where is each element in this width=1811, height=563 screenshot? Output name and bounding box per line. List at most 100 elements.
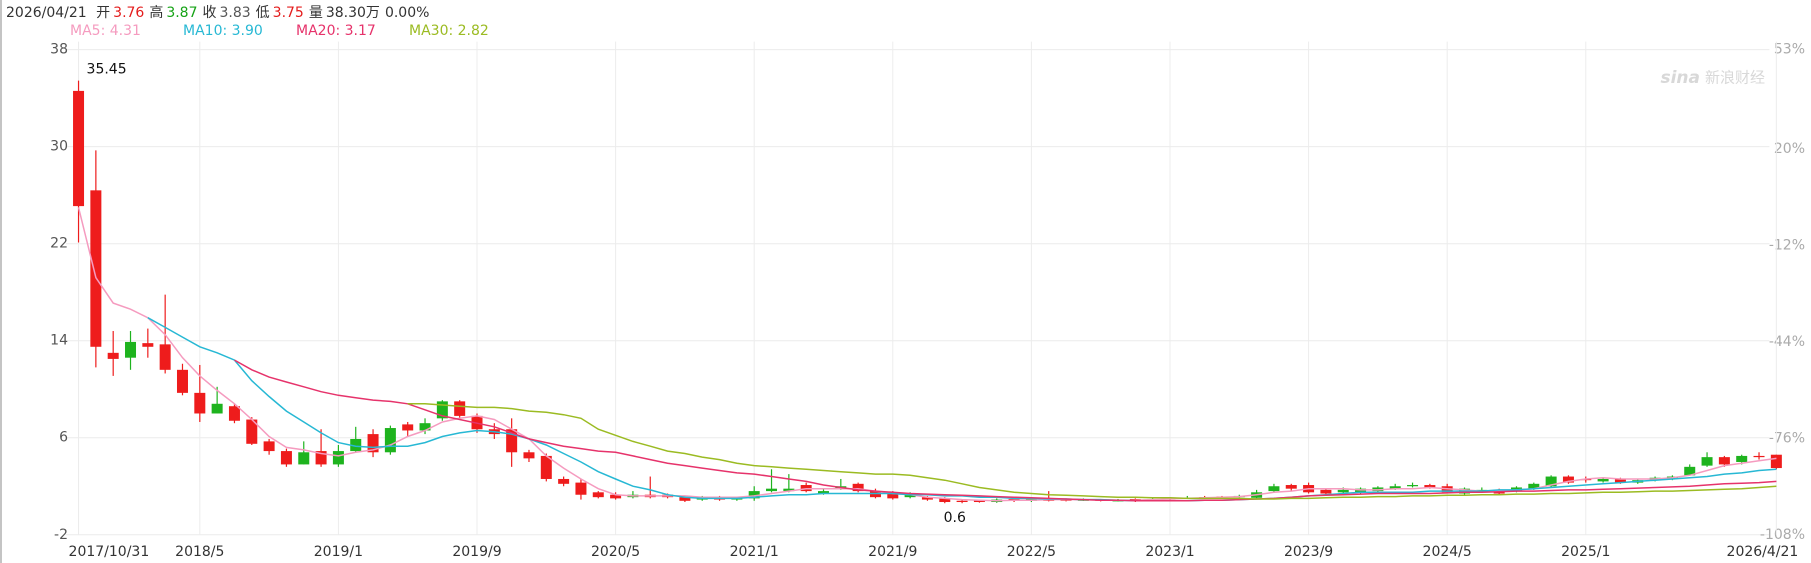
x-tick-label: 2023/9 xyxy=(1284,544,1333,560)
candle-body xyxy=(350,438,362,452)
x-tick-label: 2024/5 xyxy=(1423,544,1472,560)
candle-body xyxy=(783,488,795,492)
quote-value: 3.87 xyxy=(166,5,198,21)
candle-body xyxy=(1718,457,1730,465)
candle-body xyxy=(280,451,292,465)
x-tick-label: 2017/10/31 xyxy=(69,544,150,560)
quote-label: 高 xyxy=(149,5,164,21)
quote-date: 2026/04/21 xyxy=(6,5,87,21)
y2-tick-label: 53% xyxy=(1774,42,1805,58)
candle-body xyxy=(1684,466,1696,476)
candle-body xyxy=(228,406,240,421)
candle-body xyxy=(939,498,951,503)
candle-body xyxy=(1337,489,1349,493)
x-tick-label: 2026/4/21 xyxy=(1727,544,1799,560)
quote-value: 3.75 xyxy=(272,5,304,21)
max-label: 35.45 xyxy=(87,62,127,78)
candle-body xyxy=(1528,483,1540,489)
candle-body xyxy=(263,441,275,452)
ma-line xyxy=(407,403,1777,500)
candle-body xyxy=(419,423,431,431)
quote-change: 0.00% xyxy=(384,5,430,21)
candle-body xyxy=(921,497,933,500)
y-tick-label: 22 xyxy=(50,236,68,252)
candle-body xyxy=(367,434,379,453)
candle-body xyxy=(1407,485,1419,487)
candle-body xyxy=(1562,476,1574,483)
y-tick-label: -2 xyxy=(54,527,68,543)
x-tick-label: 2021/1 xyxy=(730,544,779,560)
candle-body xyxy=(956,500,968,503)
x-tick-label: 2019/1 xyxy=(314,544,363,560)
x-tick-label: 2019/9 xyxy=(452,544,501,560)
y-tick-label: 38 xyxy=(50,42,68,58)
candle-body xyxy=(73,90,85,207)
x-tick-label: 2020/5 xyxy=(591,544,640,560)
candle-body xyxy=(575,482,587,495)
x-tick-label: 2025/1 xyxy=(1561,544,1610,560)
candle-body xyxy=(748,491,760,499)
ma-line xyxy=(234,359,1777,502)
candle-body xyxy=(194,392,206,414)
legend-entry: MA10: 3.90 xyxy=(183,23,263,39)
ma-line xyxy=(147,317,1777,502)
candle-body xyxy=(1545,476,1557,487)
candle-body xyxy=(610,494,622,499)
candle-body xyxy=(506,429,518,453)
candle-body xyxy=(107,352,119,359)
y2-tick-label: -44% xyxy=(1769,334,1805,350)
candle-body xyxy=(246,419,258,444)
candle-body xyxy=(904,494,916,498)
candle-body xyxy=(1701,457,1713,466)
legend-entry: MA30: 2.82 xyxy=(409,23,489,39)
candle-body xyxy=(852,483,864,492)
y-tick-label: 30 xyxy=(50,139,68,155)
quote-value: 3.83 xyxy=(219,5,251,21)
candle-body xyxy=(817,491,829,494)
watermark-name: 新浪财经 xyxy=(1705,69,1765,87)
candle-body xyxy=(1424,485,1436,488)
candle-body xyxy=(211,403,223,414)
candle-body xyxy=(159,344,171,370)
candle-body xyxy=(436,401,448,419)
candle-body xyxy=(1268,486,1280,492)
quote-value: 38.30万 xyxy=(325,5,380,21)
candle-body xyxy=(125,341,137,358)
candle-body xyxy=(1597,478,1609,482)
candle-body xyxy=(176,369,188,393)
candle-body xyxy=(1736,455,1748,462)
candle-body xyxy=(454,401,466,416)
min-label: 0.6 xyxy=(944,510,966,526)
candle-body xyxy=(1389,486,1401,489)
x-tick-label: 2018/5 xyxy=(175,544,224,560)
x-tick-label: 2023/1 xyxy=(1145,544,1194,560)
candle-body xyxy=(523,452,535,459)
candle-body xyxy=(384,428,396,453)
candle-body xyxy=(540,455,552,479)
x-tick-label: 2021/9 xyxy=(868,544,917,560)
y-tick-label: 6 xyxy=(59,430,68,446)
quote-label: 开 xyxy=(96,5,111,21)
y2-tick-label: -76% xyxy=(1769,430,1805,446)
quote-label: 收 xyxy=(202,5,217,21)
quote-label: 量 xyxy=(308,5,323,21)
y2-tick-label: -12% xyxy=(1769,238,1805,254)
candle-body xyxy=(887,492,899,499)
candle-body xyxy=(1770,454,1782,469)
x-tick-label: 2022/5 xyxy=(1007,544,1056,560)
y2-tick-label: -108% xyxy=(1760,527,1805,543)
y2-tick-label: 20% xyxy=(1774,141,1805,157)
candle-body xyxy=(90,190,102,347)
candle-body xyxy=(298,452,310,465)
quote-value: 3.76 xyxy=(113,5,145,21)
candle-body xyxy=(558,478,570,484)
candle-body xyxy=(973,500,985,503)
candle-body xyxy=(402,424,414,431)
candle-body xyxy=(1753,455,1765,458)
candle-body xyxy=(592,492,604,498)
ma-line xyxy=(77,207,1777,502)
watermark-brand: sina xyxy=(1660,68,1700,88)
candle-body xyxy=(1285,485,1297,489)
